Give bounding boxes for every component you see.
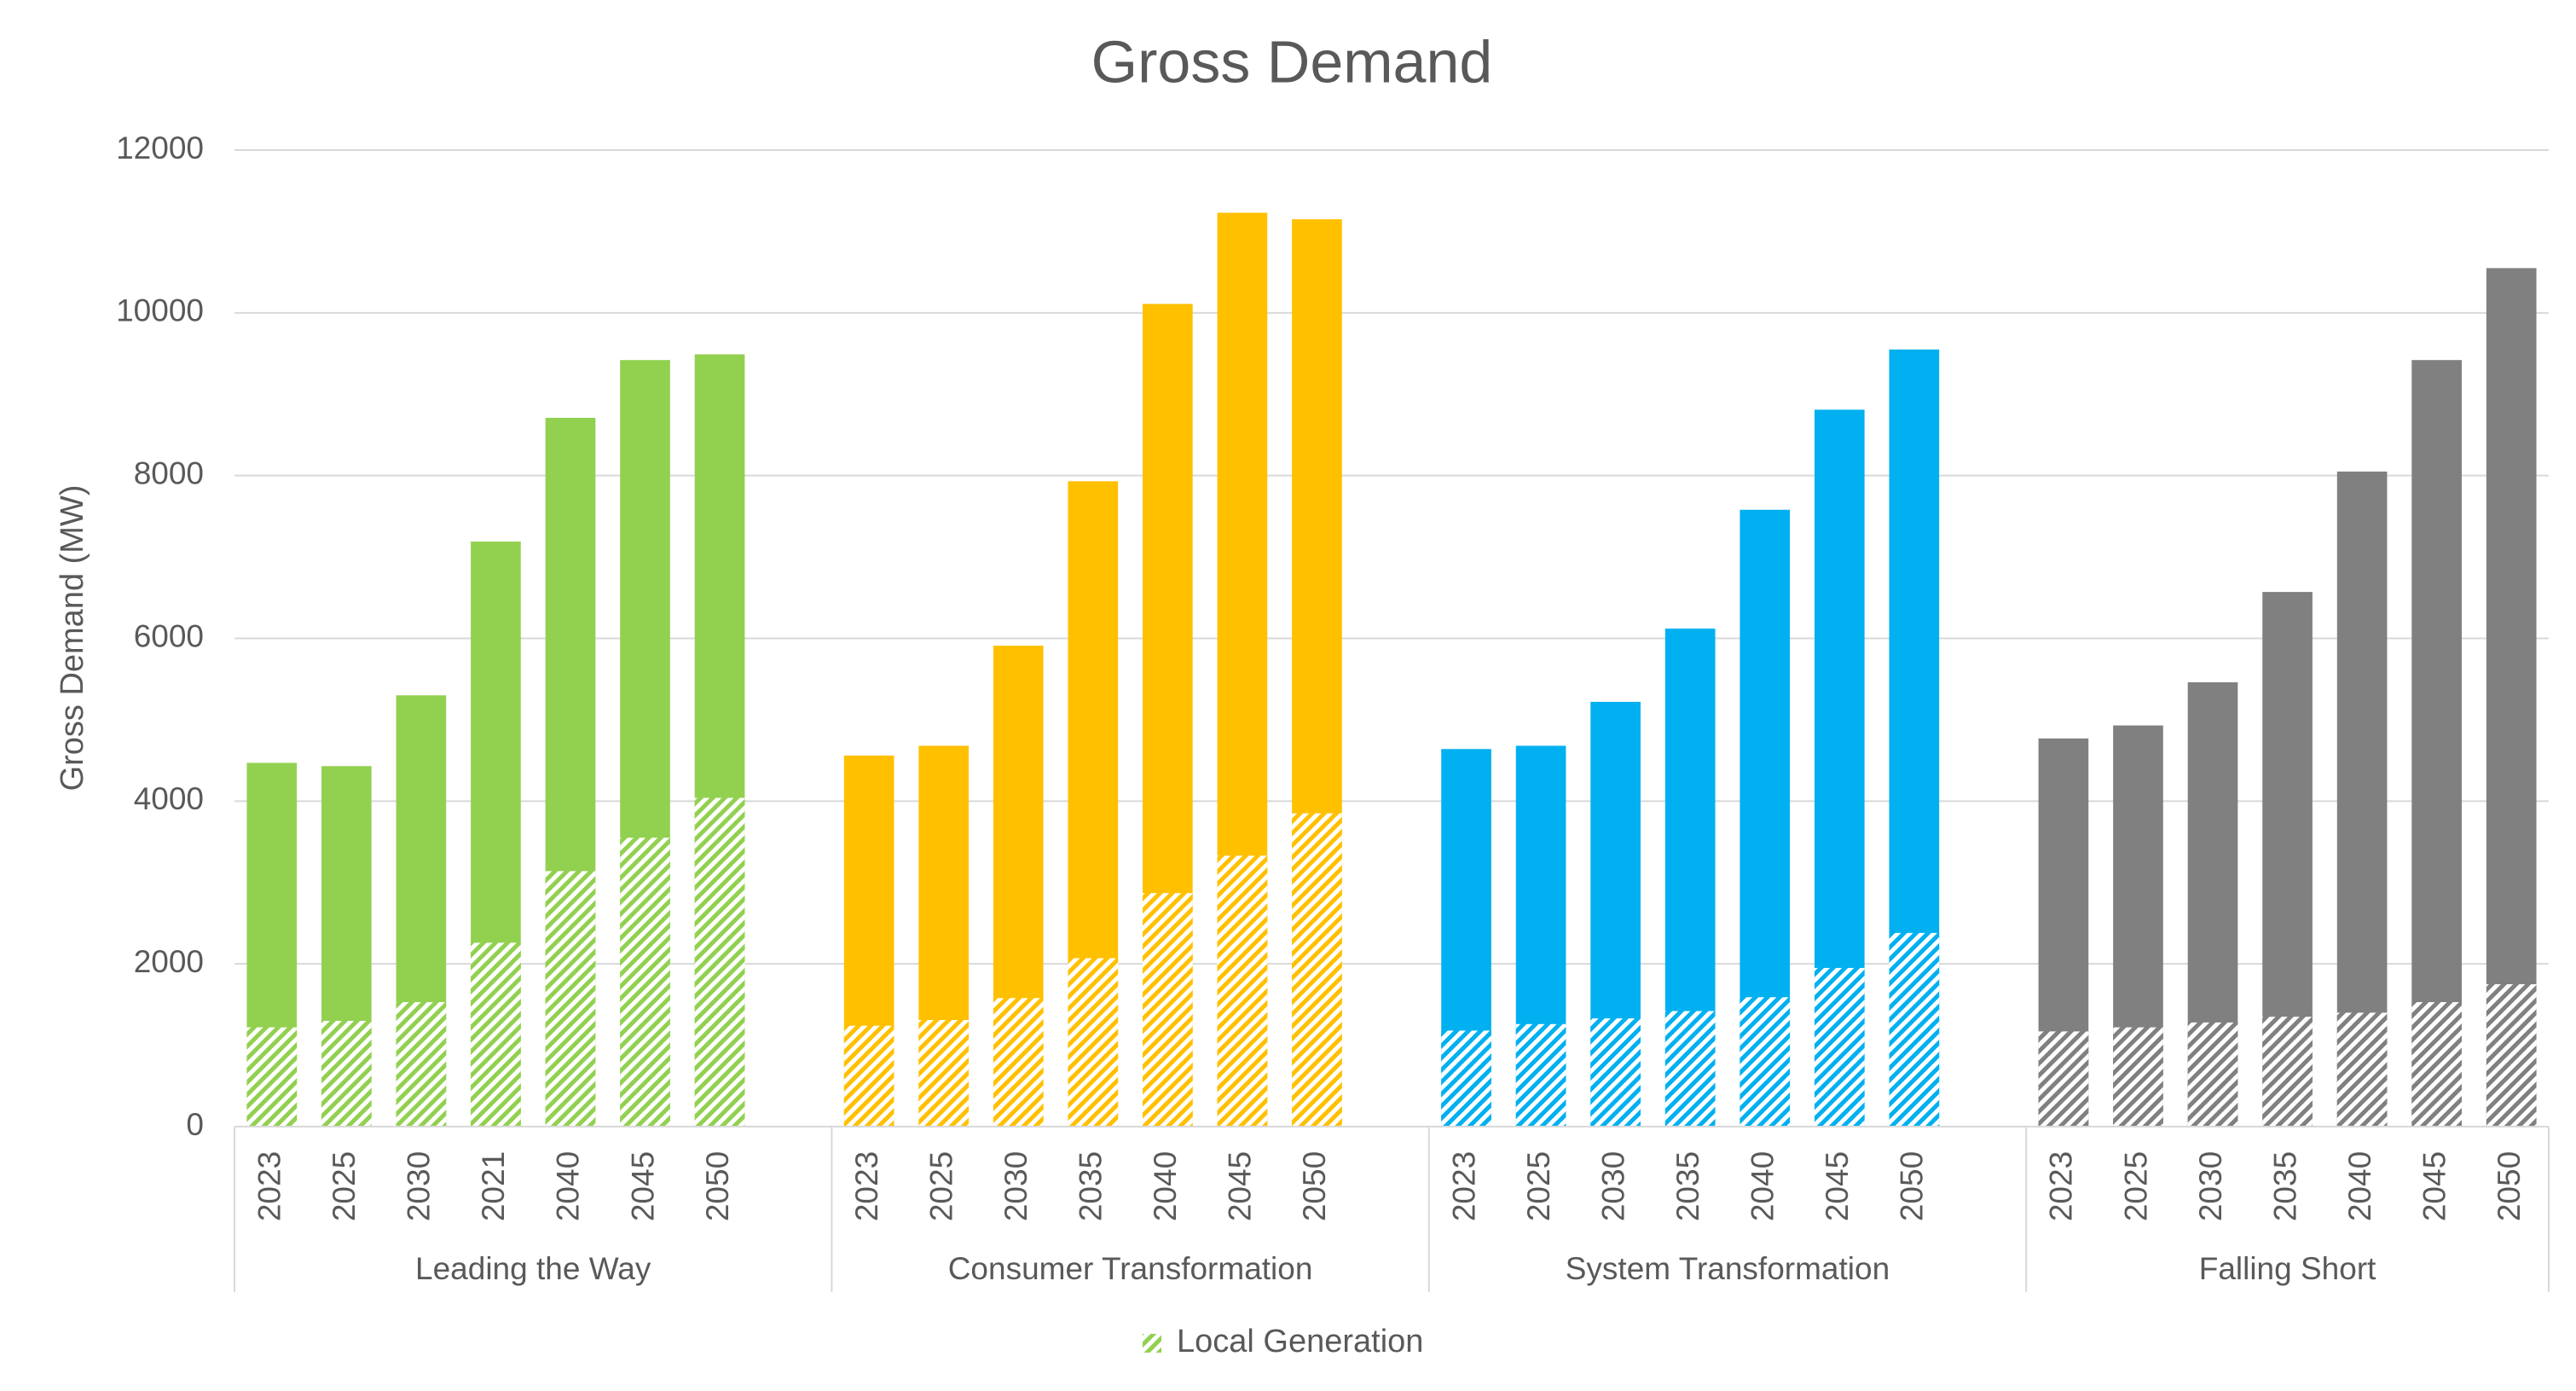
local-generation-bar — [1217, 855, 1268, 1127]
x-tick-label: 2035 — [1670, 1151, 1705, 1221]
x-tick-label: 2023 — [849, 1151, 884, 1221]
x-tick-label: 2040 — [551, 1151, 586, 1221]
y-tick-label: 0 — [186, 1107, 204, 1142]
local-generation-bar — [1814, 967, 1865, 1127]
local-generation-bar — [1515, 1023, 1566, 1127]
local-generation-bar — [2486, 984, 2537, 1127]
local-generation-bar — [620, 837, 670, 1127]
x-tick-label: 2023 — [1446, 1151, 1481, 1221]
y-tick-label: 12000 — [116, 130, 204, 165]
local-generation-bar — [2336, 1012, 2388, 1127]
local-generation-bar — [1740, 997, 1791, 1127]
x-tick-label: 2040 — [1745, 1151, 1780, 1221]
x-tick-label: 2023 — [2044, 1151, 2079, 1221]
group-label: Leading the Way — [415, 1251, 651, 1286]
local-generation-bar — [1143, 893, 1193, 1127]
bar — [2486, 268, 2537, 1127]
y-tick-label: 8000 — [134, 455, 204, 490]
x-tick-label: 2030 — [1595, 1151, 1630, 1221]
x-tick-label: 2050 — [700, 1151, 735, 1221]
x-tick-label: 2050 — [2492, 1151, 2527, 1221]
local-generation-bar — [694, 797, 745, 1127]
local-generation-bar — [1068, 958, 1119, 1127]
group-label: Falling Short — [2199, 1251, 2376, 1286]
local-generation-bar — [2038, 1031, 2089, 1127]
bar — [2411, 360, 2463, 1127]
x-tick-label: 2035 — [2267, 1151, 2302, 1221]
local-generation-bar — [1889, 932, 1940, 1127]
y-axis-label: Gross Demand (MW) — [55, 485, 90, 791]
x-tick-label: 2045 — [1820, 1151, 1855, 1221]
local-generation-bar — [471, 942, 521, 1127]
x-tick-label: 2050 — [1895, 1151, 1930, 1221]
x-tick-label: 2045 — [1223, 1151, 1258, 1221]
x-tick-label: 2035 — [1074, 1151, 1109, 1221]
local-generation-bar — [993, 998, 1044, 1127]
x-tick-label: 2025 — [923, 1151, 958, 1221]
x-tick-label: 2025 — [327, 1151, 362, 1221]
x-tick-label: 2025 — [2118, 1151, 2153, 1221]
x-tick-label: 2045 — [625, 1151, 660, 1221]
y-tick-label: 10000 — [116, 293, 204, 328]
local-generation-bar — [2411, 1002, 2463, 1127]
local-generation-bar — [321, 1020, 372, 1127]
local-generation-bar — [1590, 1018, 1641, 1127]
x-tick-label: 2023 — [252, 1151, 287, 1221]
local-generation-bar — [1292, 813, 1342, 1127]
y-tick-label: 4000 — [134, 781, 204, 816]
x-tick-label: 2025 — [1521, 1151, 1556, 1221]
local-generation-bar — [843, 1025, 894, 1127]
local-generation-bar — [2187, 1022, 2238, 1127]
local-generation-bar — [545, 871, 596, 1127]
x-tick-label: 2050 — [1297, 1151, 1332, 1221]
legend-label: Local Generation — [1177, 1324, 1423, 1359]
x-tick-label: 2021 — [476, 1151, 511, 1221]
local-generation-bar — [2262, 1017, 2313, 1127]
local-generation-bar — [1441, 1030, 1491, 1127]
y-tick-label: 2000 — [134, 944, 204, 979]
y-tick-label: 6000 — [134, 618, 204, 653]
x-tick-label: 2045 — [2417, 1151, 2452, 1221]
chart-title: Gross Demand — [1091, 28, 1493, 95]
x-tick-label: 2030 — [2193, 1151, 2228, 1221]
local-generation-bar — [2113, 1027, 2163, 1127]
x-tick-label: 2030 — [402, 1151, 437, 1221]
group-label: Consumer Transformation — [948, 1251, 1313, 1286]
local-generation-bar — [246, 1027, 298, 1127]
x-tick-label: 2030 — [999, 1151, 1033, 1221]
x-tick-label: 2040 — [1148, 1151, 1183, 1221]
x-tick-label: 2040 — [2342, 1151, 2377, 1221]
local-generation-bar — [1664, 1011, 1716, 1127]
legend-swatch — [1143, 1334, 1161, 1353]
group-label: System Transformation — [1566, 1251, 1890, 1286]
local-generation-bar — [396, 1002, 447, 1127]
local-generation-bar — [918, 1020, 970, 1127]
